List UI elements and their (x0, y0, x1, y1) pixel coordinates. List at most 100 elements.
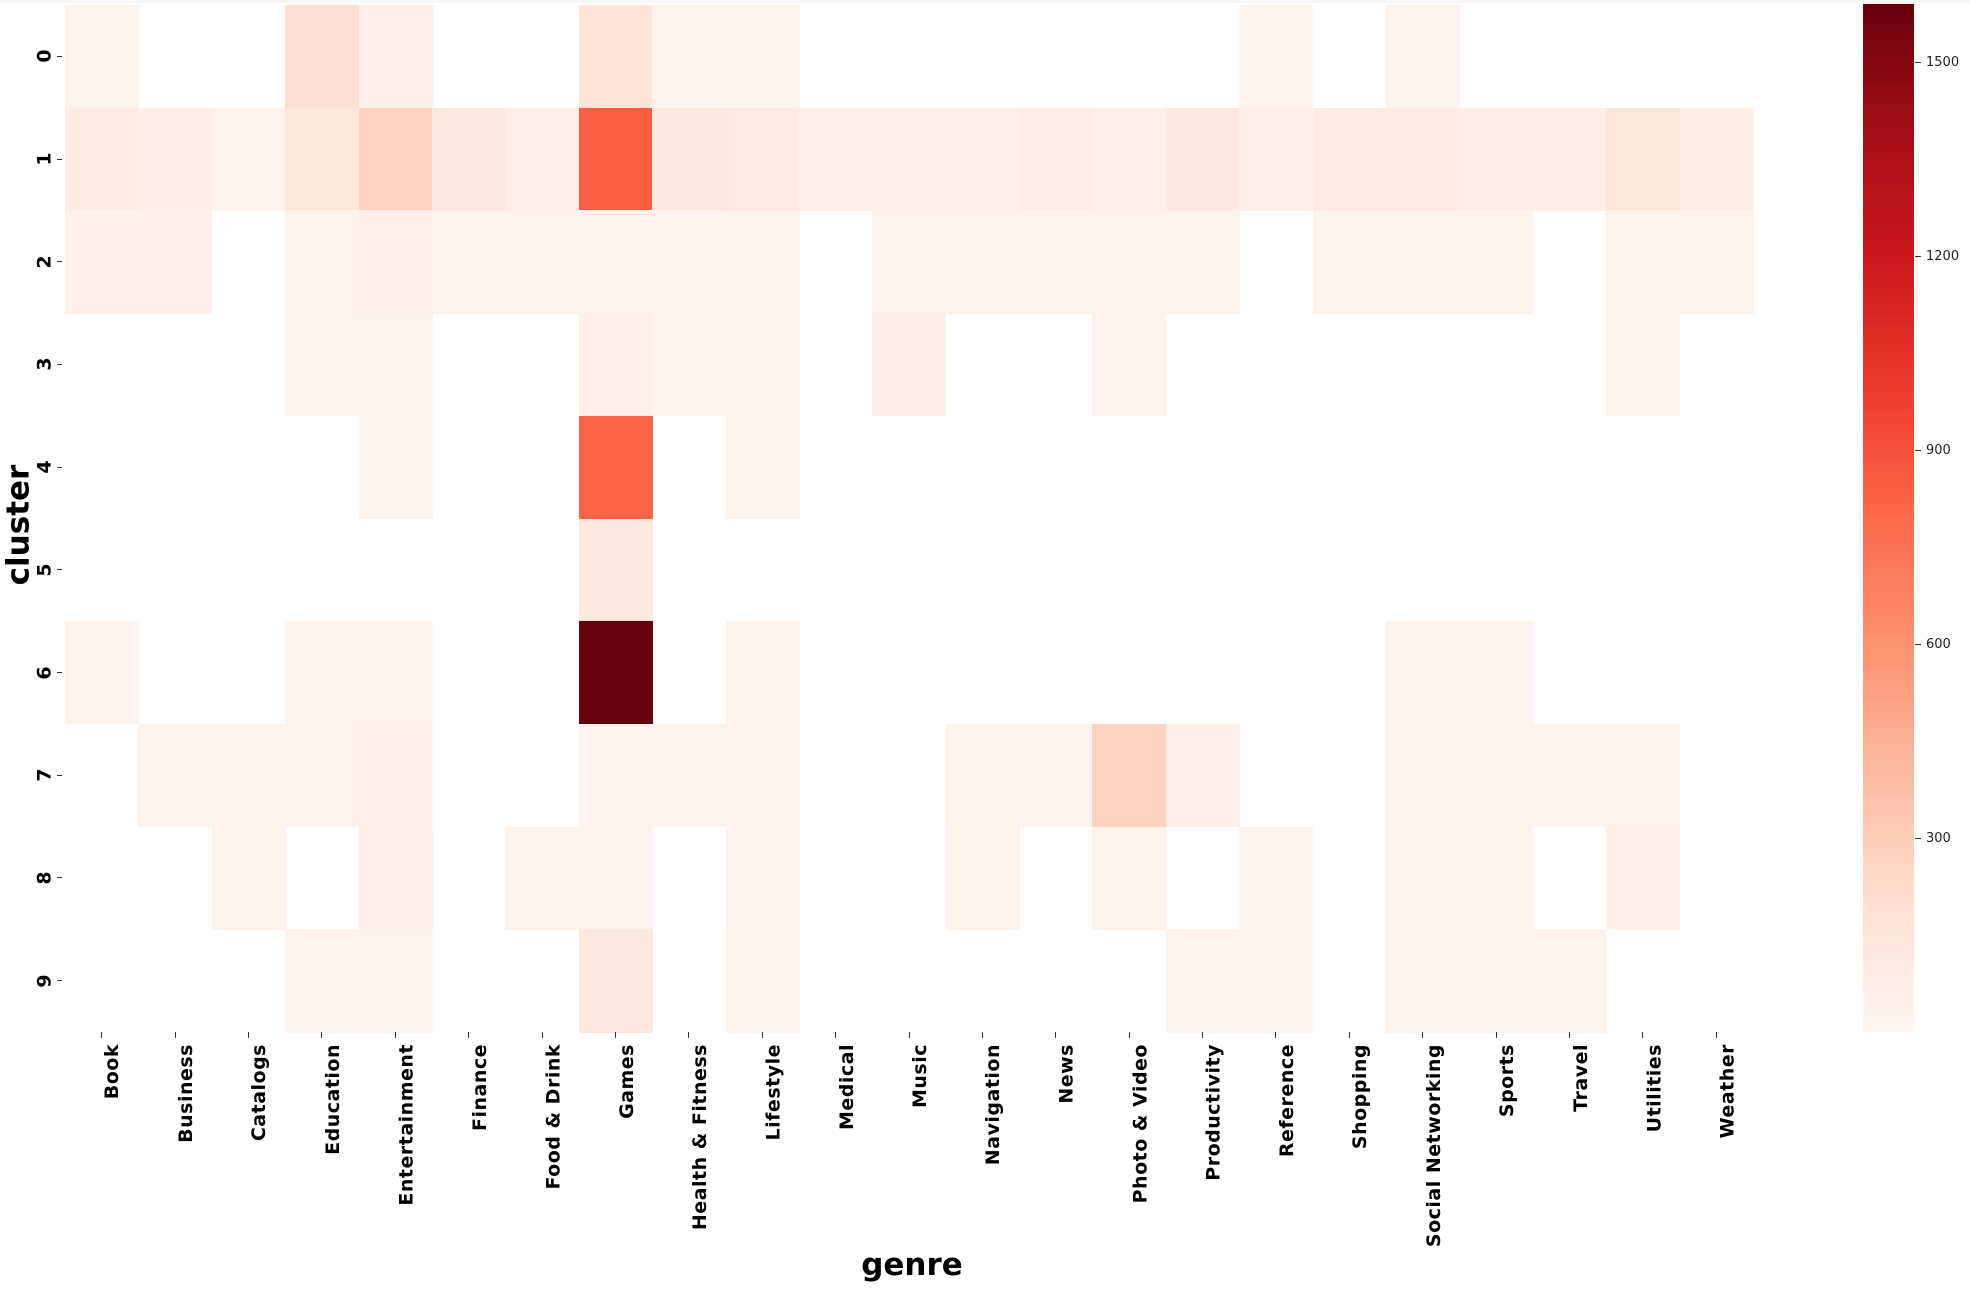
x-tick-label: Book (101, 1044, 124, 1100)
x-tick-mark (1715, 1032, 1717, 1038)
heatmap-cell (1165, 929, 1240, 1033)
x-tick-mark (614, 1032, 616, 1038)
y-tick: 8 (33, 863, 62, 893)
heatmap-cell (358, 826, 433, 930)
x-tick-mark (101, 1032, 103, 1038)
y-tick-label: 3 (33, 357, 56, 372)
y-tick: 5 (33, 555, 62, 585)
heatmap-cell (1386, 621, 1461, 725)
x-tick-mark (1642, 1032, 1644, 1038)
heatmap-cell (725, 107, 800, 211)
colorbar-tick: 1500 (1915, 52, 1959, 72)
x-tick-label: Utilities (1642, 1044, 1665, 1133)
x-tick: Medical (821, 1032, 858, 1278)
x-tick-mark (247, 1032, 249, 1038)
x-tick: Shopping (1334, 1032, 1371, 1278)
heatmap-cell (138, 107, 213, 211)
x-tick: Weather (1701, 1032, 1738, 1278)
x-tick-mark (1202, 1032, 1204, 1038)
heatmap-cell (211, 826, 286, 930)
y-tick-label: 0 (33, 49, 56, 63)
colorbar-tick: 900 (1915, 440, 1951, 460)
x-tick: Travel (1555, 1032, 1592, 1278)
x-tick: Sports (1481, 1032, 1518, 1278)
heatmap-cell (725, 415, 800, 520)
heatmap-cell (1312, 107, 1387, 211)
heatmap-cell (1239, 107, 1314, 211)
heatmap-cell (725, 723, 800, 828)
heatmap-cell (945, 826, 1020, 930)
heatmap-cell (725, 5, 800, 109)
x-tick-label: Catalogs (248, 1044, 271, 1142)
colorbar-tick-mark (1915, 449, 1921, 451)
heatmap-cell (505, 826, 580, 930)
x-tick-label: Weather (1716, 1044, 1739, 1139)
x-tick-mark (1275, 1032, 1277, 1038)
heatmap-cell (285, 5, 360, 109)
heatmap-cell (1239, 929, 1314, 1033)
y-tick-mark (57, 55, 62, 57)
heatmap-cell (652, 313, 727, 417)
x-tick-label: Sports (1496, 1044, 1519, 1118)
heatmap-cell (285, 313, 360, 417)
heatmap-cell (65, 5, 139, 109)
heatmap-cell (725, 210, 800, 314)
heatmap-cell (1019, 210, 1094, 314)
x-tick-mark (1128, 1032, 1130, 1038)
y-tick-label: 2 (33, 255, 56, 269)
x-tick: Entertainment (380, 1032, 417, 1278)
heatmap-cell (1606, 723, 1681, 828)
heatmap-cell (1092, 723, 1167, 828)
y-tick-mark (57, 158, 62, 160)
heatmap-cell (578, 518, 653, 622)
y-tick-label: 6 (33, 665, 56, 680)
y-tick-mark (57, 569, 62, 571)
heatmap-cell (1679, 107, 1754, 211)
x-tick-mark (468, 1032, 470, 1038)
y-tick-label: 7 (33, 768, 56, 782)
heatmap-cell (725, 929, 800, 1033)
heatmap-cell (1606, 313, 1681, 417)
heatmap-cell (1092, 107, 1167, 211)
heatmap-cell (358, 929, 433, 1033)
y-tick: 1 (33, 144, 62, 174)
heatmap-cell (578, 210, 653, 314)
heatmap-cell (1459, 929, 1534, 1033)
x-tick: Education (307, 1032, 344, 1278)
heatmap-cell (358, 621, 433, 725)
heatmap-cell (285, 210, 360, 314)
y-axis-label: cluster (0, 465, 36, 586)
x-tick-label: Finance (468, 1044, 491, 1132)
x-tick-label: Productivity (1202, 1044, 1225, 1181)
x-tick: Music (894, 1032, 931, 1278)
y-tick: 0 (33, 41, 62, 71)
colorbar-tick-mark (1915, 643, 1921, 645)
heatmap-cell (138, 210, 213, 314)
x-tick-label: Entertainment (395, 1044, 418, 1206)
x-tick: Business (160, 1032, 197, 1278)
heatmap-cell (431, 210, 506, 314)
heatmap-cell (725, 826, 800, 930)
y-tick: 6 (33, 658, 62, 688)
heatmap-cell (578, 826, 653, 930)
heatmap-cell (505, 107, 580, 211)
x-tick-mark (394, 1032, 396, 1038)
x-tick-label: Games (615, 1044, 638, 1119)
y-tick-label: 5 (33, 563, 56, 577)
heatmap-cell (578, 107, 653, 211)
heatmap-cell (1606, 826, 1681, 930)
colorbar-tick-label: 600 (1926, 636, 1951, 652)
heatmap-cell (358, 415, 433, 520)
y-tick-mark (57, 774, 62, 776)
x-tick: Utilities (1628, 1032, 1665, 1278)
y-tick-mark (57, 363, 62, 365)
x-tick-mark (1422, 1032, 1424, 1038)
y-tick: 2 (33, 247, 62, 277)
x-tick: Book (87, 1032, 124, 1278)
heatmap-cell (1386, 723, 1461, 828)
heatmap-cell (945, 210, 1020, 314)
heatmap-cell (431, 107, 506, 211)
x-tick-label: Shopping (1349, 1044, 1372, 1150)
heatmap-cell (725, 313, 800, 417)
heatmap-cell (652, 210, 727, 314)
